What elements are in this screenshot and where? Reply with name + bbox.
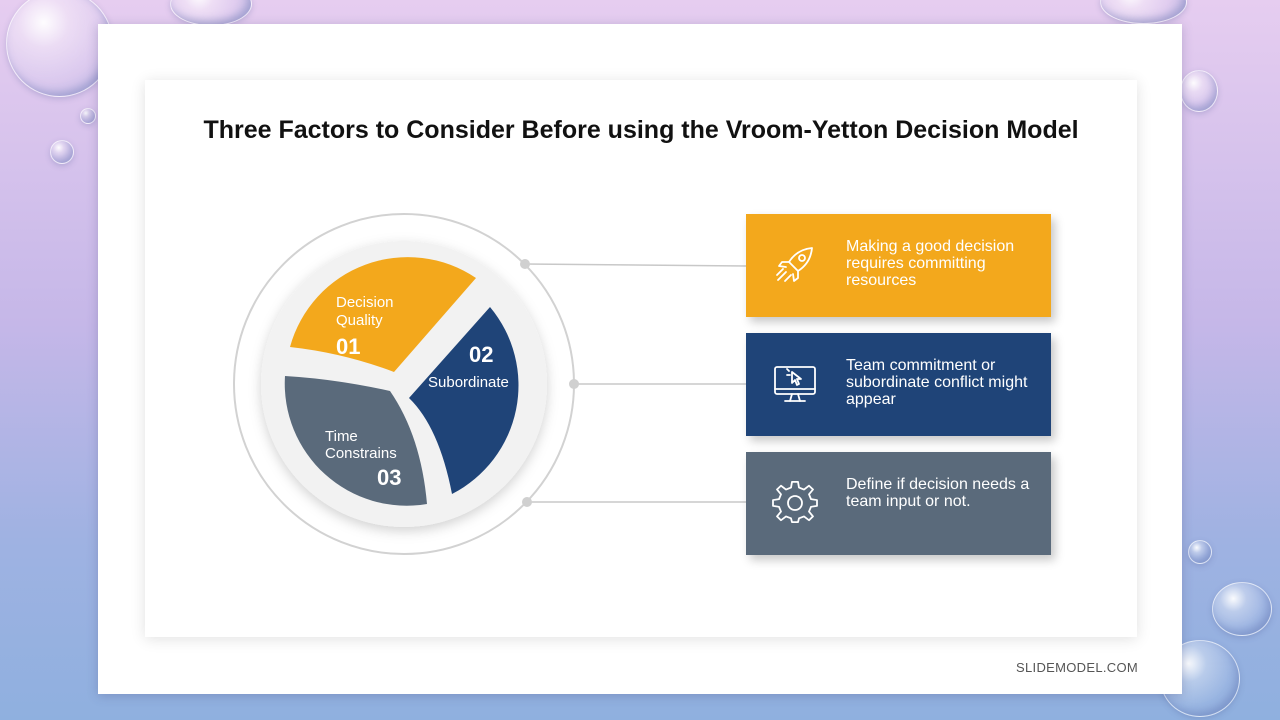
segment-2-label: Subordinate [428, 374, 509, 391]
monitor-icon [774, 366, 816, 402]
background-bubble [1212, 582, 1272, 636]
background-bubble [6, 0, 113, 97]
segment-3-label-line2: Constrains [325, 445, 397, 462]
segment-1-label-line1: Decision [336, 294, 394, 311]
segment-3-label-line1: Time [325, 428, 358, 445]
segment-1-label-line2: Quality [336, 312, 383, 329]
factor-card-team-input: Define if decision needs a team input or… [746, 452, 1051, 555]
gear-icon [772, 480, 818, 524]
segment-decision-quality [290, 257, 476, 372]
segment-subordinate [409, 307, 519, 494]
background-bubble [80, 108, 96, 124]
background-bubble [1188, 540, 1212, 564]
segment-time-constrains [284, 376, 427, 506]
connector-dot-3 [522, 497, 532, 507]
factor-card-resources: Making a good decision requires committi… [746, 214, 1051, 317]
card-text: Team commitment or subordinate conflict … [846, 357, 1028, 408]
card-text: Define if decision needs a team input or… [846, 476, 1030, 510]
background-bubble [50, 140, 74, 164]
connector-dot-1 [520, 259, 530, 269]
background-bubble [1180, 70, 1218, 112]
footer-brand: SLIDEMODEL.COM [1016, 660, 1138, 675]
segment-3-number: 03 [377, 465, 401, 490]
segment-2-number: 02 [469, 342, 493, 367]
slide-title: Three Factors to Consider Before using t… [203, 116, 1079, 144]
connector-line-1 [524, 263, 747, 267]
factor-card-commitment: Team commitment or subordinate conflict … [746, 333, 1051, 436]
card-text: Making a good decision requires committi… [846, 238, 1015, 289]
rocket-icon [776, 247, 813, 282]
connector-dot-2 [569, 379, 579, 389]
segment-1-number: 01 [336, 334, 360, 359]
